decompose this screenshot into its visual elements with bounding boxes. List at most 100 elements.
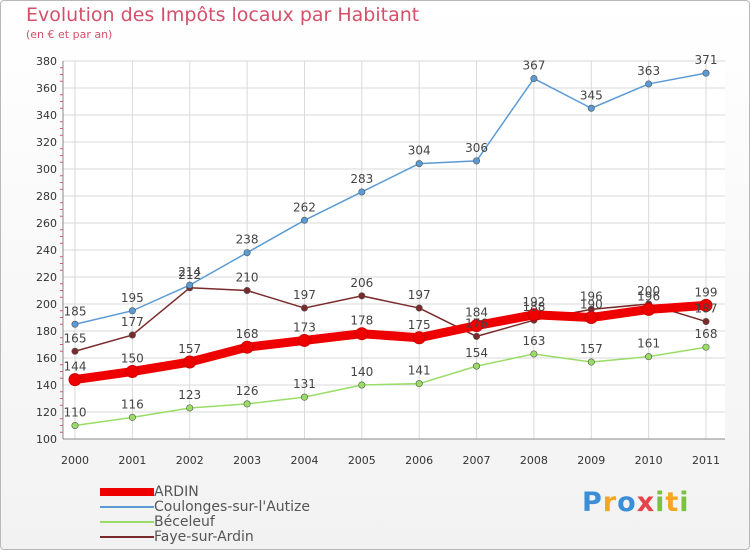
- legend-item: Coulonges-sur-l'Autize: [100, 499, 310, 515]
- legend-swatch: [100, 487, 154, 496]
- legend-swatch: [100, 520, 154, 523]
- x-tick-label: 2002: [176, 454, 204, 467]
- data-point: [243, 249, 251, 257]
- data-point: [71, 347, 79, 355]
- data-point: [527, 308, 541, 322]
- data-point: [358, 381, 366, 389]
- data-point: [355, 327, 369, 341]
- data-label: 116: [121, 397, 144, 411]
- x-tick-label: 2009: [577, 454, 605, 467]
- data-point: [473, 332, 481, 340]
- y-tick-label: 380: [36, 55, 57, 68]
- logo-letter: o: [617, 487, 637, 518]
- data-point: [297, 333, 311, 347]
- data-label: 262: [293, 200, 316, 214]
- data-point: [530, 350, 538, 358]
- x-tick-label: 2003: [233, 454, 261, 467]
- y-tick-label: 220: [36, 271, 57, 284]
- chart-title: Evolution des Impôts locaux par Habitant: [26, 4, 420, 26]
- logo-letter: P: [582, 487, 603, 518]
- y-tick-label: 280: [36, 190, 57, 203]
- data-label: 187: [695, 302, 718, 316]
- data-point: [300, 304, 308, 312]
- x-tick-label: 2011: [692, 454, 720, 467]
- data-point: [415, 304, 423, 312]
- data-point: [71, 320, 79, 328]
- data-point: [415, 380, 423, 388]
- y-tick-label: 260: [36, 217, 57, 230]
- logo-letter: i: [655, 487, 666, 518]
- data-label: 196: [580, 289, 603, 303]
- y-tick-label: 300: [36, 163, 57, 176]
- data-label: 306: [465, 141, 488, 155]
- data-label: 157: [178, 342, 201, 356]
- logo-letter: x: [636, 487, 656, 518]
- x-tick-label: 2007: [463, 454, 491, 467]
- data-point: [125, 365, 139, 378]
- data-point: [702, 318, 710, 326]
- data-point: [702, 343, 710, 351]
- x-tick-label: 2000: [61, 454, 89, 467]
- data-label: 168: [695, 327, 718, 341]
- data-label: 161: [637, 337, 660, 351]
- y-tick-label: 360: [36, 82, 57, 95]
- data-label: 126: [236, 384, 259, 398]
- data-label: 283: [350, 172, 373, 186]
- data-point: [470, 319, 484, 333]
- data-point: [186, 281, 194, 289]
- data-point: [68, 373, 82, 387]
- data-label: 371: [695, 53, 718, 67]
- legend: ARDIN Coulonges-sur-l'Autize Béceleuf Faye-…: [100, 484, 310, 545]
- data-label: 200: [637, 284, 660, 298]
- data-label: 188: [522, 300, 545, 314]
- x-tick-label: 2005: [348, 454, 376, 467]
- data-label: 154: [465, 346, 488, 360]
- data-point: [128, 413, 136, 421]
- data-label: 185: [64, 304, 87, 318]
- data-label: 195: [121, 291, 144, 305]
- data-point: [412, 331, 426, 345]
- data-label: 214: [178, 265, 201, 279]
- data-point: [702, 69, 710, 77]
- y-tick-label: 340: [36, 109, 57, 122]
- data-label: 140: [350, 365, 373, 379]
- data-point: [645, 353, 653, 361]
- logo-letter: t: [665, 487, 680, 518]
- legend-label: Faye-sur-Ardin: [154, 528, 254, 545]
- data-label: 210: [236, 271, 259, 285]
- data-label: 141: [408, 364, 431, 378]
- data-label: 163: [522, 334, 545, 348]
- data-label: 367: [522, 59, 545, 73]
- data-label: 175: [408, 318, 431, 332]
- x-tick-label: 2001: [118, 454, 146, 467]
- data-label: 123: [178, 388, 201, 402]
- data-point: [530, 75, 538, 83]
- data-label: 212: [178, 268, 201, 282]
- data-label: 157: [580, 342, 603, 356]
- chart-subtitle: (en € et par an): [26, 28, 113, 41]
- y-tick-label: 140: [36, 379, 57, 392]
- data-label: 168: [236, 327, 259, 341]
- data-label: 345: [580, 88, 603, 102]
- data-point: [240, 340, 254, 354]
- y-tick-label: 120: [36, 406, 57, 419]
- x-tick-label: 2006: [405, 454, 433, 467]
- data-label: 176: [465, 316, 488, 330]
- data-point: [699, 298, 713, 312]
- logo-letter: r: [602, 487, 618, 518]
- legend-label: Béceleuf: [154, 513, 215, 530]
- data-point: [358, 292, 366, 300]
- legend-swatch: [100, 535, 154, 538]
- logo-letter: i: [679, 487, 690, 518]
- data-point: [183, 355, 197, 369]
- data-point: [645, 80, 653, 88]
- y-tick-label: 240: [36, 244, 57, 257]
- x-tick-label: 2010: [635, 454, 663, 467]
- series-line-1: [74, 72, 707, 325]
- y-tick-label: 200: [36, 298, 57, 311]
- series-line-0: [70, 300, 711, 385]
- data-label: 177: [121, 315, 144, 329]
- data-label: 199: [695, 285, 718, 299]
- data-point: [71, 421, 79, 429]
- data-label: 150: [121, 352, 144, 366]
